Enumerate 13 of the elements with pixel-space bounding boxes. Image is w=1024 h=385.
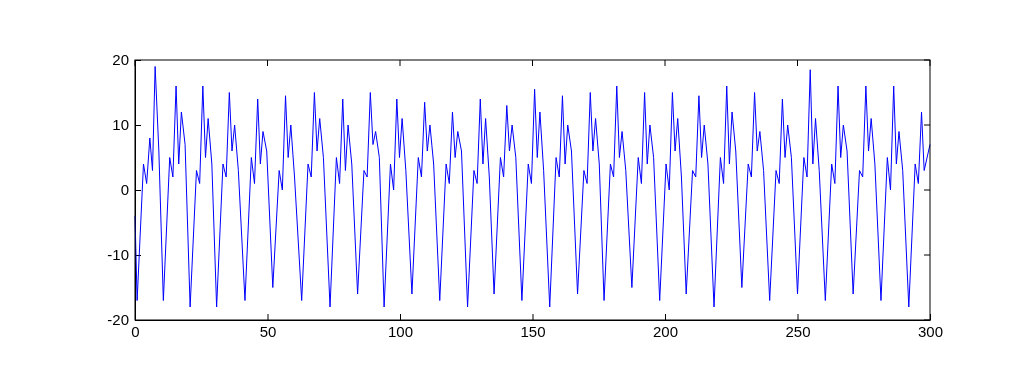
x-tick-label: 100 [387, 322, 414, 340]
x-tick-label: 50 [259, 322, 277, 340]
line-series [134, 66, 931, 308]
y-tick-label: 20 [112, 51, 129, 69]
x-tick-label: 150 [520, 322, 546, 340]
y-tick-label: 10 [112, 116, 129, 134]
x-tick-label: 200 [652, 322, 679, 340]
x-tick-label: 0 [131, 322, 140, 340]
x-tick-label: 300 [917, 322, 944, 340]
y-tick-label: -20 [107, 311, 129, 329]
x-tick-label: 250 [785, 322, 811, 340]
y-tick-label: 0 [120, 181, 129, 199]
y-tick-label: -10 [107, 246, 129, 264]
